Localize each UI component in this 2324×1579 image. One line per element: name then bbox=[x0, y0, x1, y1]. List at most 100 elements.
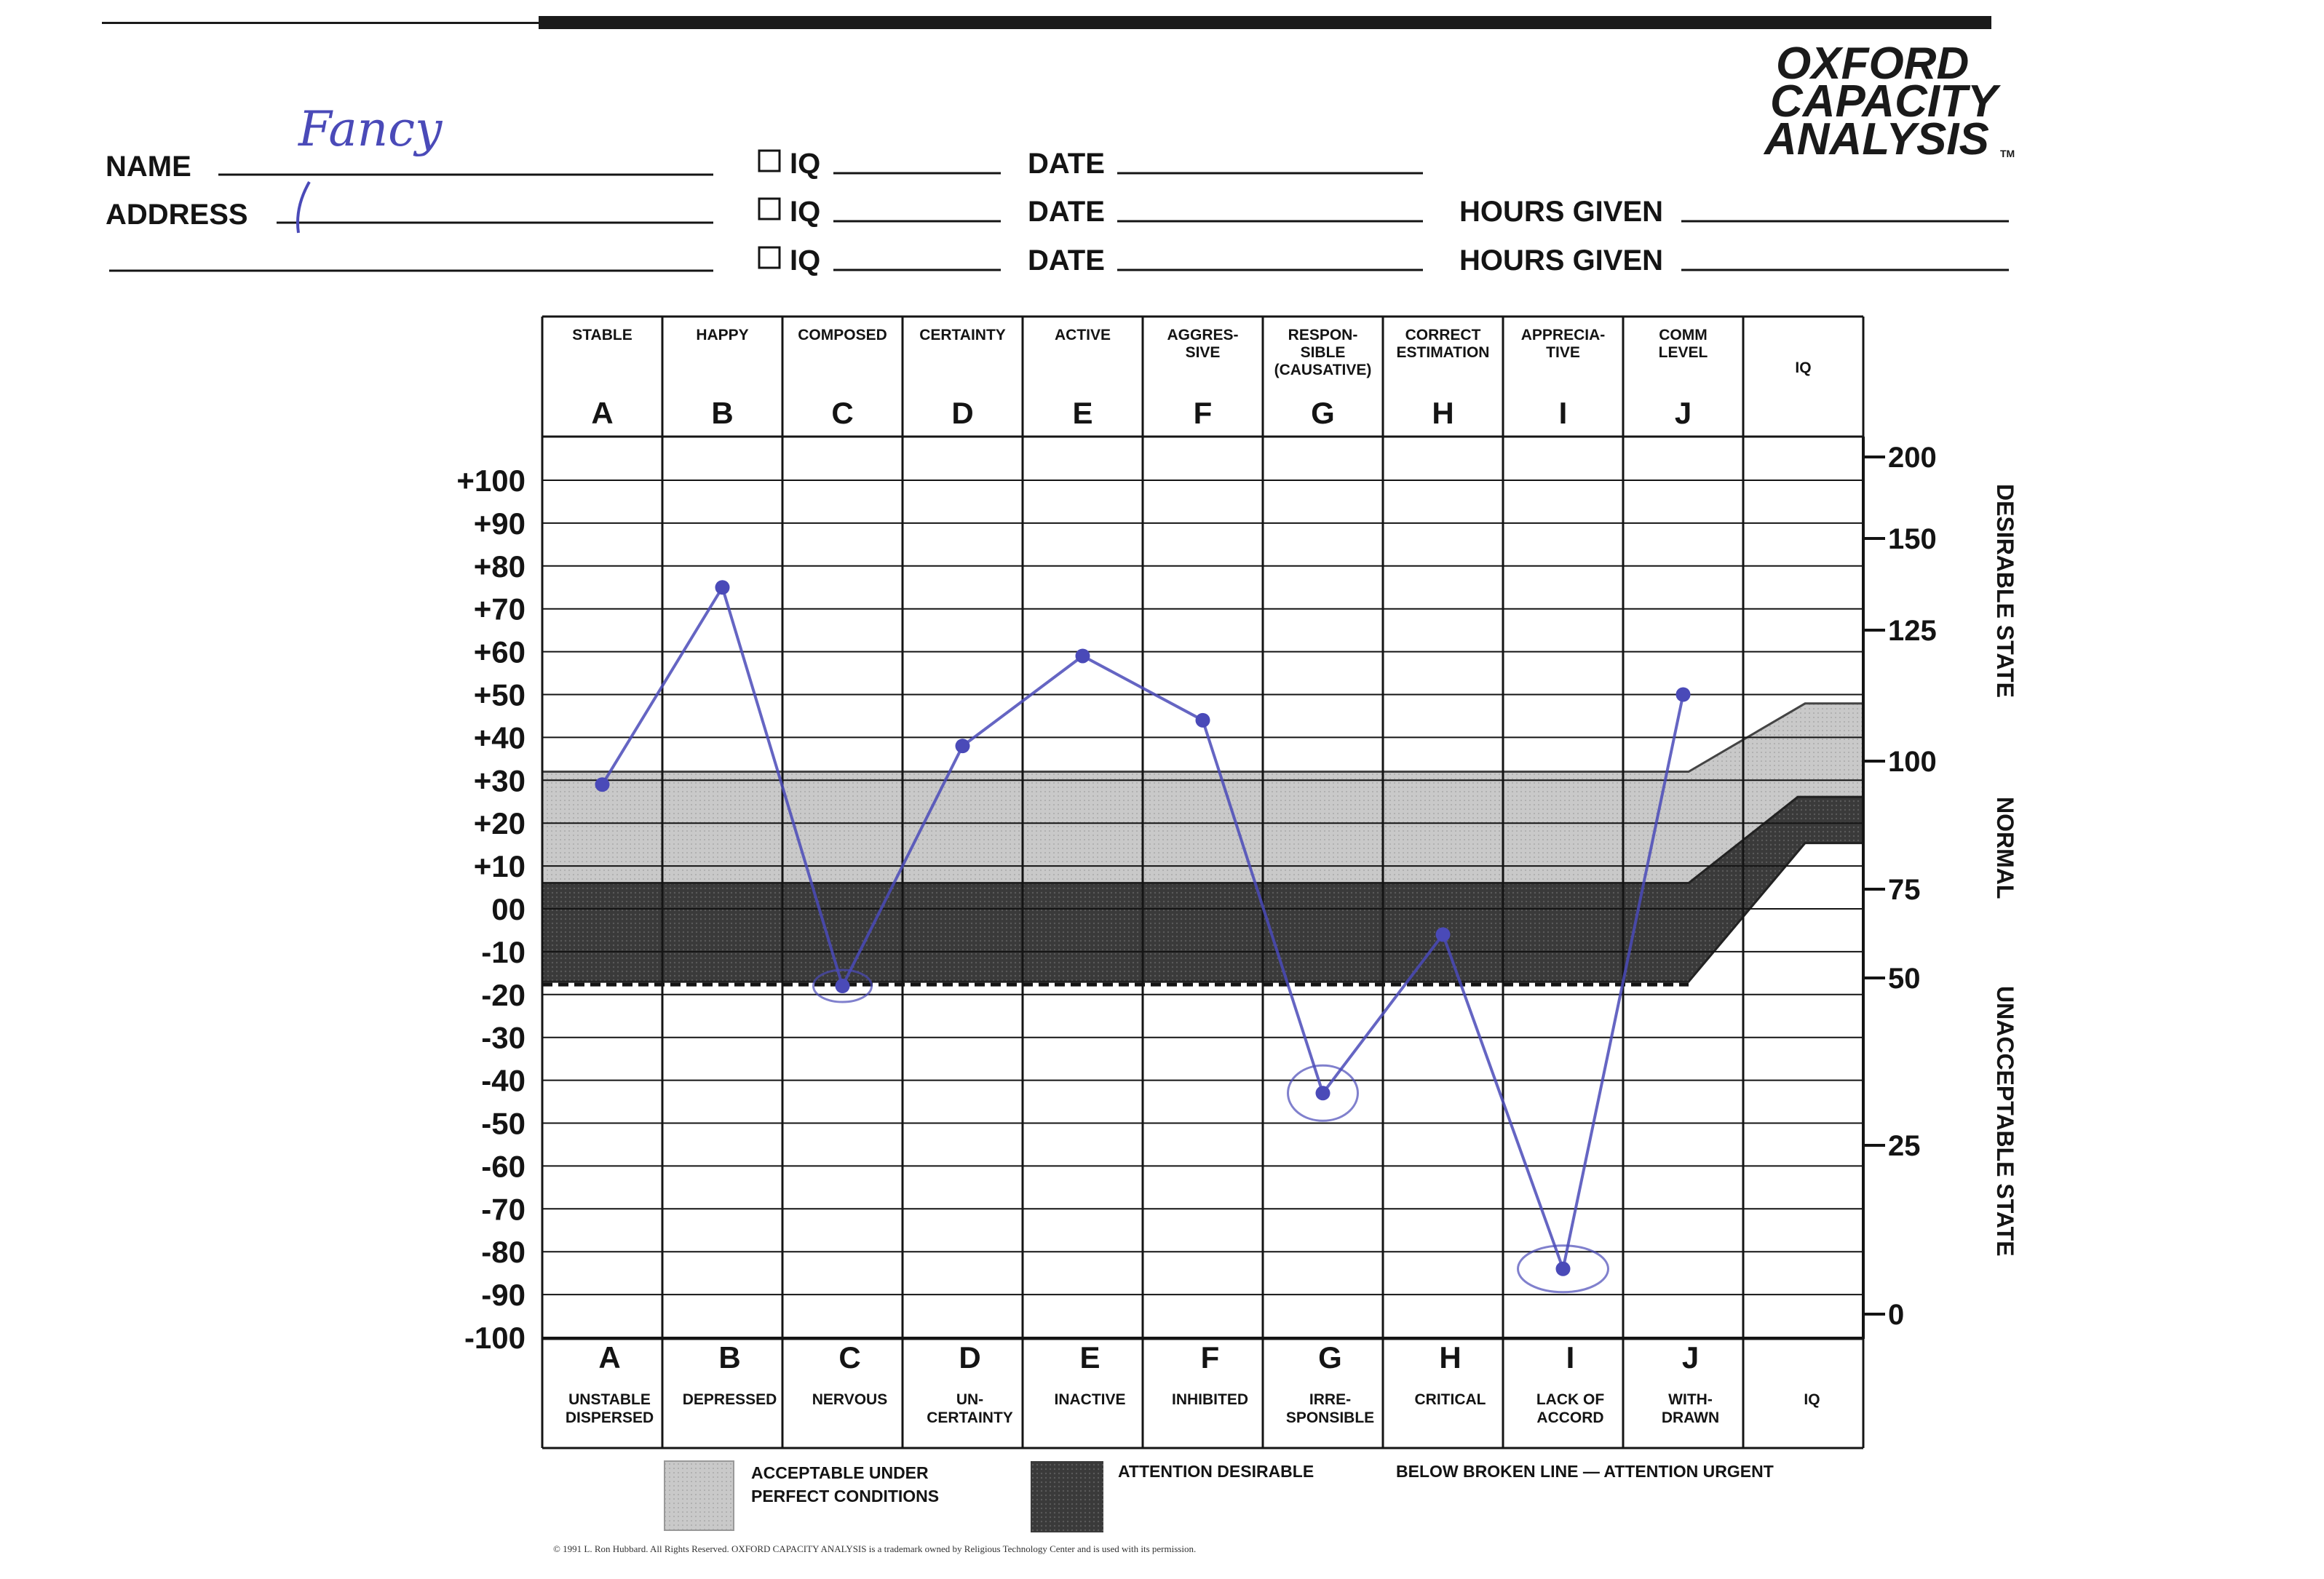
column-top-letter: G bbox=[1311, 396, 1335, 430]
legend-dark-swatch bbox=[1031, 1461, 1103, 1532]
header-fields: NAME Fancy ADDRESS IQ DATE IQ DATE HOURS… bbox=[106, 101, 2009, 277]
column-bottom-label: DEPRESSED bbox=[683, 1391, 777, 1408]
iq-column-bottom-label: IQ bbox=[1804, 1391, 1820, 1408]
y-tick-label: -30 bbox=[481, 1021, 526, 1055]
legend-broken-line-label: BELOW BROKEN LINE — ATTENTION URGENT bbox=[1396, 1462, 1774, 1481]
column-top-label: TIVE bbox=[1546, 344, 1580, 361]
logo-tm: TM bbox=[2000, 148, 2015, 159]
column-bottom-letter: B bbox=[718, 1340, 740, 1375]
column-bottom-label: UNSTABLE bbox=[568, 1391, 651, 1408]
iq-row-3: IQ DATE HOURS GIVEN bbox=[758, 244, 2009, 277]
iq-tick-label: 0 bbox=[1888, 1299, 1904, 1331]
legend-light-label-2: PERFECT CONDITIONS bbox=[751, 1487, 939, 1506]
series-point bbox=[1075, 648, 1090, 664]
iq-tick-label: 100 bbox=[1888, 746, 1937, 778]
iq-checkbox-1[interactable] bbox=[758, 149, 781, 172]
y-tick-label: +50 bbox=[474, 678, 526, 712]
legend-dark-label: ATTENTION DESIRABLE bbox=[1118, 1462, 1314, 1481]
column-bottom-label: DISPERSED bbox=[566, 1409, 654, 1426]
y-tick-label: +10 bbox=[474, 849, 526, 883]
y-tick-label: -70 bbox=[481, 1192, 526, 1226]
state-bands bbox=[541, 702, 1865, 987]
hours-label-1: HOURS GIVEN bbox=[1459, 196, 1663, 228]
series-point bbox=[835, 979, 850, 994]
column-top-letter: I bbox=[1559, 396, 1568, 430]
iq-tick-label: 200 bbox=[1888, 442, 1937, 474]
y-tick-label: +30 bbox=[474, 763, 526, 798]
iq-axis: 200 150 125 100 75 50 25 0 bbox=[1863, 442, 1937, 1331]
y-tick-label: -20 bbox=[481, 978, 526, 1012]
copyright-footer: © 1991 L. Ron Hubbard. All Rights Reserv… bbox=[553, 1543, 1196, 1554]
column-top-label: CERTAINTY bbox=[919, 327, 1006, 343]
column-top-label: APPRECIA- bbox=[1521, 327, 1606, 343]
plotted-series bbox=[595, 580, 1691, 1294]
logo-line-2: CAPACITY bbox=[1770, 76, 2002, 127]
column-bottom-letter: J bbox=[1682, 1340, 1699, 1375]
series-point bbox=[1315, 1086, 1330, 1101]
column-bottom-label: WITH- bbox=[1668, 1391, 1713, 1408]
column-bottom-label: INHIBITED bbox=[1172, 1391, 1248, 1408]
column-bottom-label: NERVOUS bbox=[812, 1391, 887, 1408]
column-bottom-label: DRAWN bbox=[1662, 1409, 1719, 1426]
series-point bbox=[715, 580, 730, 595]
iq-label-2: IQ bbox=[790, 196, 820, 228]
column-top-letter: J bbox=[1675, 396, 1692, 430]
iq-tick-label: 75 bbox=[1888, 874, 1921, 906]
column-bottom-letter: G bbox=[1318, 1340, 1342, 1375]
column-bottom-label: SPONSIBLE bbox=[1286, 1409, 1374, 1426]
series-point bbox=[955, 739, 970, 754]
y-tick-label: -80 bbox=[481, 1235, 526, 1269]
date-label-1: DATE bbox=[1028, 148, 1105, 180]
column-top-letter: C bbox=[831, 396, 853, 430]
column-top-label: RESPON- bbox=[1288, 327, 1358, 343]
column-bottom-letter: C bbox=[838, 1340, 860, 1375]
right-label-desirable: DESIRABLE STATE bbox=[1992, 484, 2018, 698]
iq-tick-label: 150 bbox=[1888, 523, 1937, 555]
column-top-label: HAPPY bbox=[696, 327, 748, 343]
column-bottom-label: UN- bbox=[956, 1391, 983, 1408]
iq-checkbox-2[interactable] bbox=[758, 197, 781, 220]
legend: ACCEPTABLE UNDER PERFECT CONDITIONS ATTE… bbox=[664, 1460, 1774, 1532]
series-line bbox=[600, 586, 1685, 1270]
column-top-label: AGGRES- bbox=[1167, 327, 1238, 343]
column-bottom-letter: H bbox=[1439, 1340, 1461, 1375]
logo-line-1: OXFORD bbox=[1776, 39, 1969, 89]
series-point bbox=[595, 777, 610, 792]
series-point bbox=[1555, 1261, 1571, 1276]
hand-circle-mark bbox=[1517, 1244, 1609, 1294]
column-bottom-letter: F bbox=[1201, 1340, 1220, 1375]
y-tick-label: +20 bbox=[474, 806, 526, 840]
iq-checkbox-3[interactable] bbox=[758, 246, 781, 269]
y-axis-ticks: +100 +90 +80 +70 +60 +50 +40 +30 +20 +10 00 -10 -20 -… bbox=[456, 464, 526, 1355]
column-bottom-letter: E bbox=[1079, 1340, 1100, 1375]
y-tick-label: -50 bbox=[481, 1107, 526, 1141]
column-bottom-label: LACK OF bbox=[1536, 1391, 1604, 1408]
hand-circle-mark bbox=[812, 969, 873, 1003]
column-top-letter: E bbox=[1072, 396, 1092, 430]
column-bottom-label: CRITICAL bbox=[1415, 1391, 1486, 1408]
logo-line-3: ANALYSIS bbox=[1763, 114, 1989, 164]
hours-label-2: HOURS GIVEN bbox=[1459, 244, 1663, 277]
column-bottom-label: IRRE- bbox=[1309, 1391, 1351, 1408]
column-top-label: ESTIMATION bbox=[1397, 344, 1490, 361]
y-tick-label: 00 bbox=[491, 892, 526, 926]
series-point bbox=[1195, 712, 1210, 728]
column-top-label: SIBLE bbox=[1301, 344, 1346, 361]
y-tick-label: +90 bbox=[474, 506, 526, 541]
y-tick-label: +60 bbox=[474, 635, 526, 669]
y-tick-label: -10 bbox=[481, 935, 526, 969]
column-top-label: CORRECT bbox=[1405, 327, 1481, 343]
date-label-2: DATE bbox=[1028, 196, 1105, 228]
column-top-label: ACTIVE bbox=[1055, 327, 1111, 343]
y-tick-label: +80 bbox=[474, 549, 526, 584]
iq-tick-label: 50 bbox=[1888, 963, 1921, 995]
iq-column-top-label: IQ bbox=[1795, 359, 1811, 376]
column-bottom-label: ACCORD bbox=[1536, 1409, 1603, 1426]
column-top-label: LEVEL bbox=[1659, 344, 1708, 361]
name-label: NAME bbox=[106, 151, 191, 183]
band-acceptable bbox=[541, 702, 1865, 885]
right-label-normal: NORMAL bbox=[1992, 797, 2018, 899]
name-handwritten: Fancy bbox=[298, 101, 443, 157]
column-top-letter: B bbox=[711, 396, 733, 430]
